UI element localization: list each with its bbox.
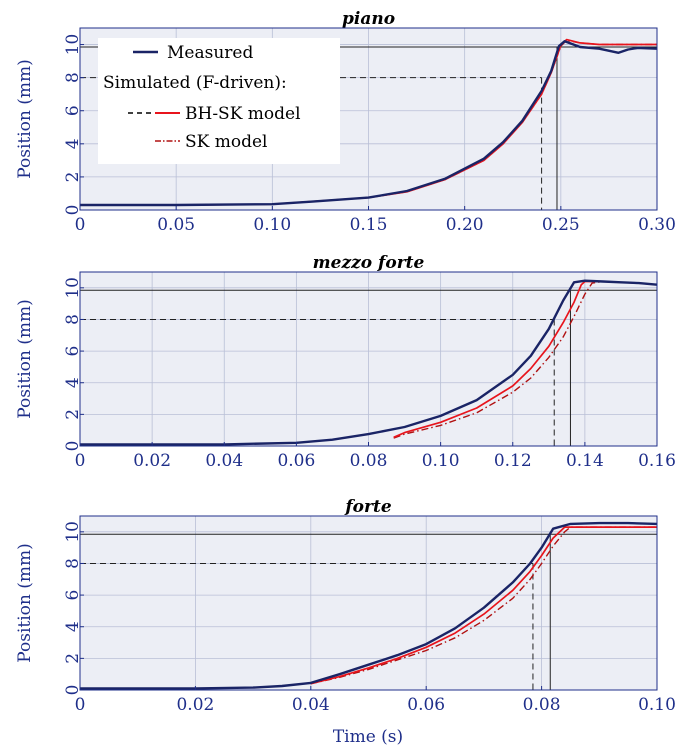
x-axis-label: Time (s) [333,727,403,747]
plot-area [80,516,657,690]
x-tick-label: 0.08 [350,451,388,471]
x-tick-label: 0.04 [205,451,243,471]
x-tick-label: 0.25 [542,215,580,235]
x-tick-label: 0.02 [133,451,171,471]
panel-3: 0 0.02 0.04 0.06 0.08 0.10 0 2 4 6 8 10 forte Positio… [15,497,676,715]
y-tick-label: 8 [63,72,83,83]
y-axis-label: Position (mm) [15,299,35,419]
y-tick-label: 8 [63,558,83,569]
x-tick-label: 0.10 [422,451,460,471]
legend-box [98,38,340,164]
x-tick-label: 0.08 [523,695,561,715]
y-tick-label: 6 [63,105,83,116]
x-tick-label: 0.20 [446,215,484,235]
legend: Measured Simulated (F-driven): BH-SK mod… [98,38,340,164]
y-tick-label: 4 [63,621,83,632]
series-measured [80,521,658,690]
y-tick-label: 4 [63,377,83,388]
series-sk-model [310,526,657,685]
y-tick-label: 6 [63,346,83,357]
y-tick-label: 2 [63,171,83,182]
y-tick-label: 10 [63,521,83,543]
x-tick-label: 0.04 [292,695,330,715]
x-tick-label: 0.16 [638,451,676,471]
y-tick-label: 2 [63,409,83,420]
x-tick-label: 0.06 [277,451,315,471]
x-tick-label: 0 [75,215,86,235]
panels: 0 0.05 0.10 0.15 0.20 0.25 0.30 0 2 4 6 8 10 piano Pos… [15,9,676,715]
x-tick-label: 0.02 [176,695,214,715]
y-axis-label: Position (mm) [15,543,35,663]
x-tick-label: 0 [75,451,86,471]
y-tick-label: 10 [63,34,83,56]
y-tick-label: 0 [63,205,83,216]
panel-2: 0 0.02 0.04 0.06 0.08 0.10 0.12 0.14 0.16 0 2 4 6 8 10… [15,253,676,471]
x-tick-label: 0.15 [350,215,388,235]
panel-title: mezzo forte [313,253,425,273]
x-tick-label: 0.06 [407,695,445,715]
y-tick-label: 8 [63,314,83,325]
y-tick-label: 6 [63,590,83,601]
y-tick-label: 0 [63,441,83,452]
panel-title: forte [344,497,391,517]
series-measured [80,279,658,446]
x-tick-label: 0.10 [638,695,676,715]
x-tick-label: 0.10 [253,215,291,235]
y-tick-label: 10 [63,277,83,299]
y-tick-label: 2 [63,653,83,664]
legend-simulated-heading: Simulated (F-driven): [103,73,287,93]
x-tick-label: 0.30 [638,215,676,235]
y-axis-label: Position (mm) [15,59,35,179]
panel-title: piano [342,9,395,29]
x-tick-label: 0.05 [157,215,195,235]
x-tick-label: 0 [75,695,86,715]
y-tick-label: 4 [63,138,83,149]
legend-bhsk-label: BH-SK model [185,104,301,124]
legend-sk-label: SK model [185,132,268,152]
plot-frame [79,515,658,691]
series-sk-model [393,280,658,439]
series-bh-sk-model [310,526,657,685]
x-tick-label: 0.12 [494,451,532,471]
series-measured [80,40,658,207]
legend-measured-label: Measured [167,43,253,63]
x-tick-label: 0.14 [566,451,604,471]
y-tick-label: 0 [63,685,83,696]
